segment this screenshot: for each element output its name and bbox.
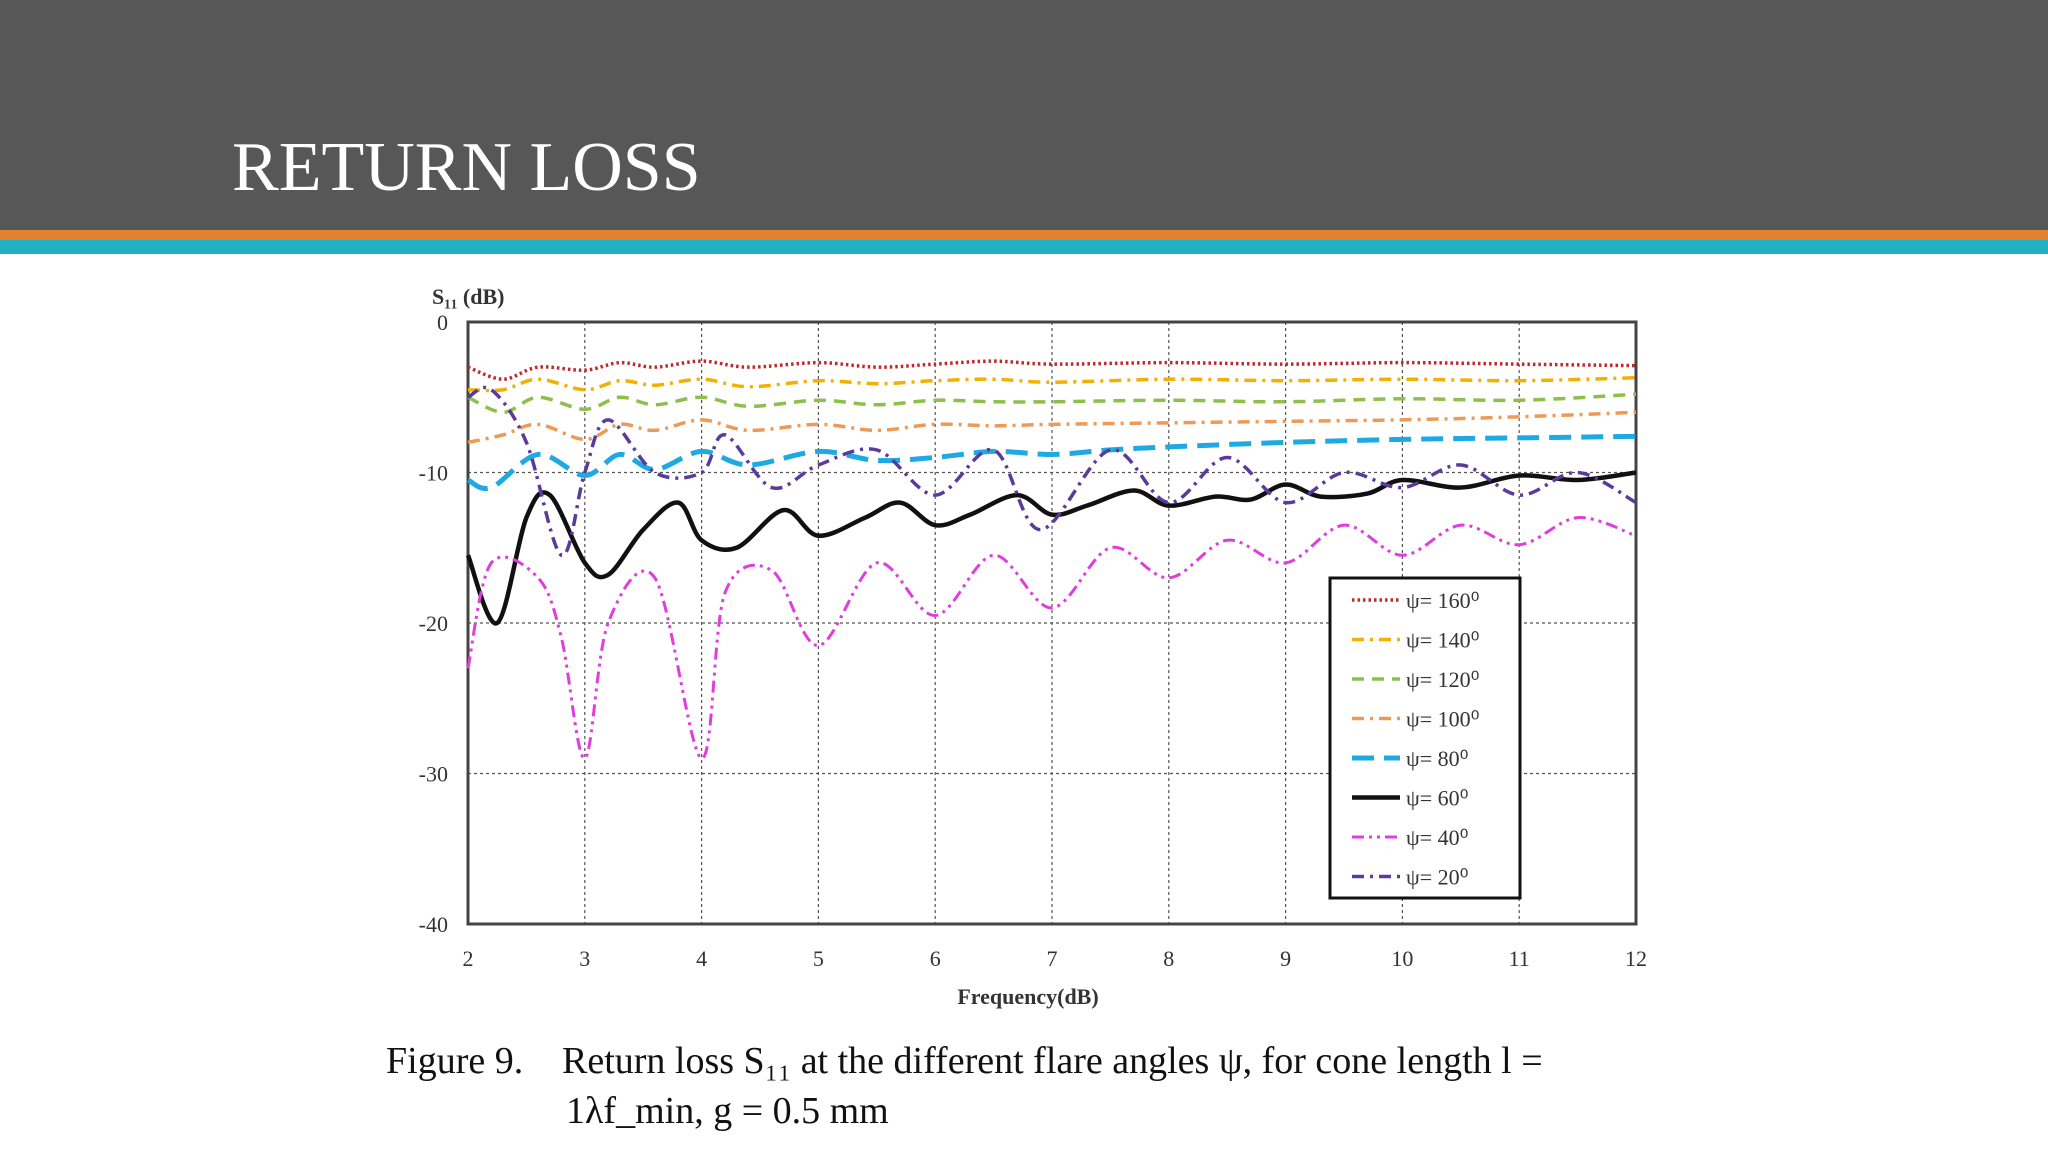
legend-entry-0: ψ= 160⁰ — [1406, 588, 1480, 613]
x-tick-label: 12 — [1625, 946, 1647, 971]
x-axis-label: Frequency(dB) — [957, 984, 1098, 1009]
figure-label: Figure 9. — [386, 1040, 524, 1082]
x-tick-label: 9 — [1280, 946, 1291, 971]
x-tick-label: 3 — [579, 946, 590, 971]
series-line-1 — [467, 375, 1637, 393]
legend-box — [1328, 576, 1522, 900]
series-line-2 — [467, 392, 1637, 415]
y-tick-label: -40 — [419, 912, 448, 937]
slide-title: RETURN LOSS — [232, 129, 701, 206]
legend-entry-4: ψ= 80⁰ — [1406, 746, 1469, 771]
series-line-4 — [466, 433, 1637, 492]
y-tick-label: -30 — [419, 762, 448, 787]
figure-caption: Figure 9. Return loss S₁₁ at the differen… — [386, 1036, 1543, 1136]
series-line-5 — [465, 470, 1637, 626]
caption-line-1: Return loss S₁₁ at the different flare a… — [562, 1040, 1543, 1082]
x-tick-label: 10 — [1391, 946, 1413, 971]
accent-stripe-teal — [0, 240, 2048, 254]
title-bar: RETURN LOSS — [0, 0, 2048, 230]
y-axis-label: S₁₁ (dB) — [432, 284, 505, 309]
legend-entry-2: ψ= 120⁰ — [1406, 667, 1480, 692]
legend-entry-6: ψ= 40⁰ — [1406, 825, 1469, 850]
plot-frame — [466, 320, 1638, 926]
x-tick-label: 2 — [463, 946, 474, 971]
legend-entry-5: ψ= 60⁰ — [1406, 786, 1469, 811]
x-tick-label: 8 — [1163, 946, 1174, 971]
y-tick-label: -20 — [419, 611, 448, 636]
return-loss-chart: 2 3 4 5 6 7 8 9 10 11 12 0 -10 -20 -30 -40 S₁₁ (dB) Frequ… — [419, 284, 1647, 1009]
series-line-7 — [467, 385, 1637, 558]
accent-stripe-orange — [0, 230, 2048, 240]
legend-entry-7: ψ= 20⁰ — [1406, 865, 1469, 890]
x-tick-label: 7 — [1047, 946, 1058, 971]
y-tick-label: 0 — [437, 310, 448, 335]
legend-entry-1: ψ= 140⁰ — [1406, 628, 1480, 653]
x-tick-label: 11 — [1509, 946, 1530, 971]
series-line-0 — [467, 359, 1637, 381]
x-tick-label: 6 — [930, 946, 941, 971]
caption-line-2: 1λf_min, g = 0.5 mm — [566, 1090, 889, 1132]
y-tick-label: -10 — [419, 461, 448, 486]
x-tick-label: 4 — [696, 946, 707, 971]
legend-entry-3: ψ= 100⁰ — [1406, 707, 1480, 732]
x-tick-label: 5 — [813, 946, 824, 971]
series-line-6 — [466, 516, 1637, 760]
